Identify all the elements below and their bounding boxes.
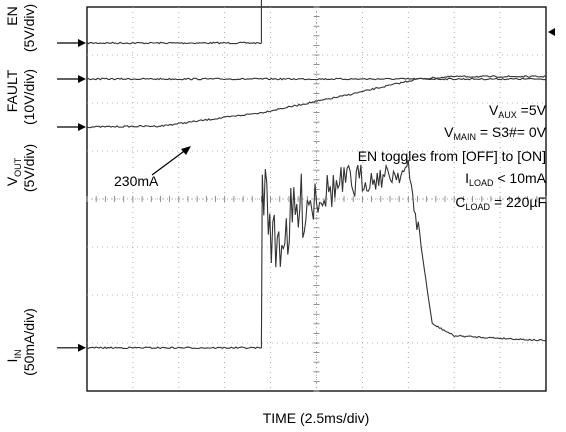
trace-vout	[86, 75, 547, 129]
condition-vmain-main: V	[444, 124, 454, 140]
condition-vmain: VMAIN = S3#= 0V	[444, 124, 547, 142]
condition-vaux-main: V	[489, 102, 499, 118]
condition-iload-sub: LOAD	[469, 178, 494, 188]
label-fault-name: FAULT	[4, 69, 20, 112]
label-vout-name: VOUT	[4, 157, 23, 186]
label-vout-sub: OUT	[13, 157, 23, 177]
condition-cload-rest: = 220µF	[490, 194, 546, 210]
label-iin-scale: (50mA/div)	[21, 308, 37, 376]
channel-marker-arrow	[78, 39, 86, 47]
condition-vaux-rest: =5V	[517, 102, 547, 118]
label-vout-main: V	[4, 176, 20, 186]
condition-cload: CLOAD = 220µF	[455, 194, 546, 212]
condition-iload-main: I	[465, 170, 469, 186]
trace-layer	[86, 0, 547, 350]
channel-marker-arrow	[78, 343, 86, 352]
condition-cload-main: C	[455, 194, 465, 210]
label-iin-name: IIN	[4, 350, 23, 363]
condition-vaux: VAUX =5V	[489, 102, 547, 120]
condition-cload-sub: LOAD	[466, 202, 491, 212]
trace-en	[86, 0, 262, 45]
label-vout-scale: (5V/div)	[21, 144, 37, 192]
graticule	[86, 6, 547, 392]
label-en-scale: (5V/div)	[21, 4, 37, 52]
callout-arrow-line	[151, 148, 188, 176]
condition-vmain-sub: MAIN	[453, 132, 476, 142]
trace-iin	[86, 159, 547, 350]
condition-iload: ILOAD < 10mA	[465, 170, 547, 188]
label-en-name: EN	[4, 6, 20, 25]
label-fault-scale: (10V/div)	[21, 69, 37, 125]
trace-fault	[86, 77, 547, 81]
condition-en-main: EN toggles from [OFF] to [ON]	[358, 148, 546, 164]
condition-en-toggle: EN toggles from [OFF] to [ON]	[358, 148, 546, 164]
condition-iload-rest: < 10mA	[493, 170, 546, 186]
callout-bg	[112, 171, 170, 189]
channel-marker-arrow	[78, 75, 86, 83]
x-axis-label: TIME (2.5ms/div)	[263, 410, 370, 426]
callout-arrow-head	[181, 146, 191, 155]
channel-marker-arrow	[78, 123, 86, 131]
callout-current: 230mA	[114, 173, 159, 189]
condition-vaux-sub: AUX	[498, 110, 517, 120]
label-iin-main: I	[4, 359, 20, 363]
label-iin-sub: IN	[13, 350, 23, 359]
channel-markers	[57, 28, 555, 352]
condition-vmain-rest: = S3#= 0V	[476, 124, 547, 140]
trigger-marker	[548, 28, 555, 36]
